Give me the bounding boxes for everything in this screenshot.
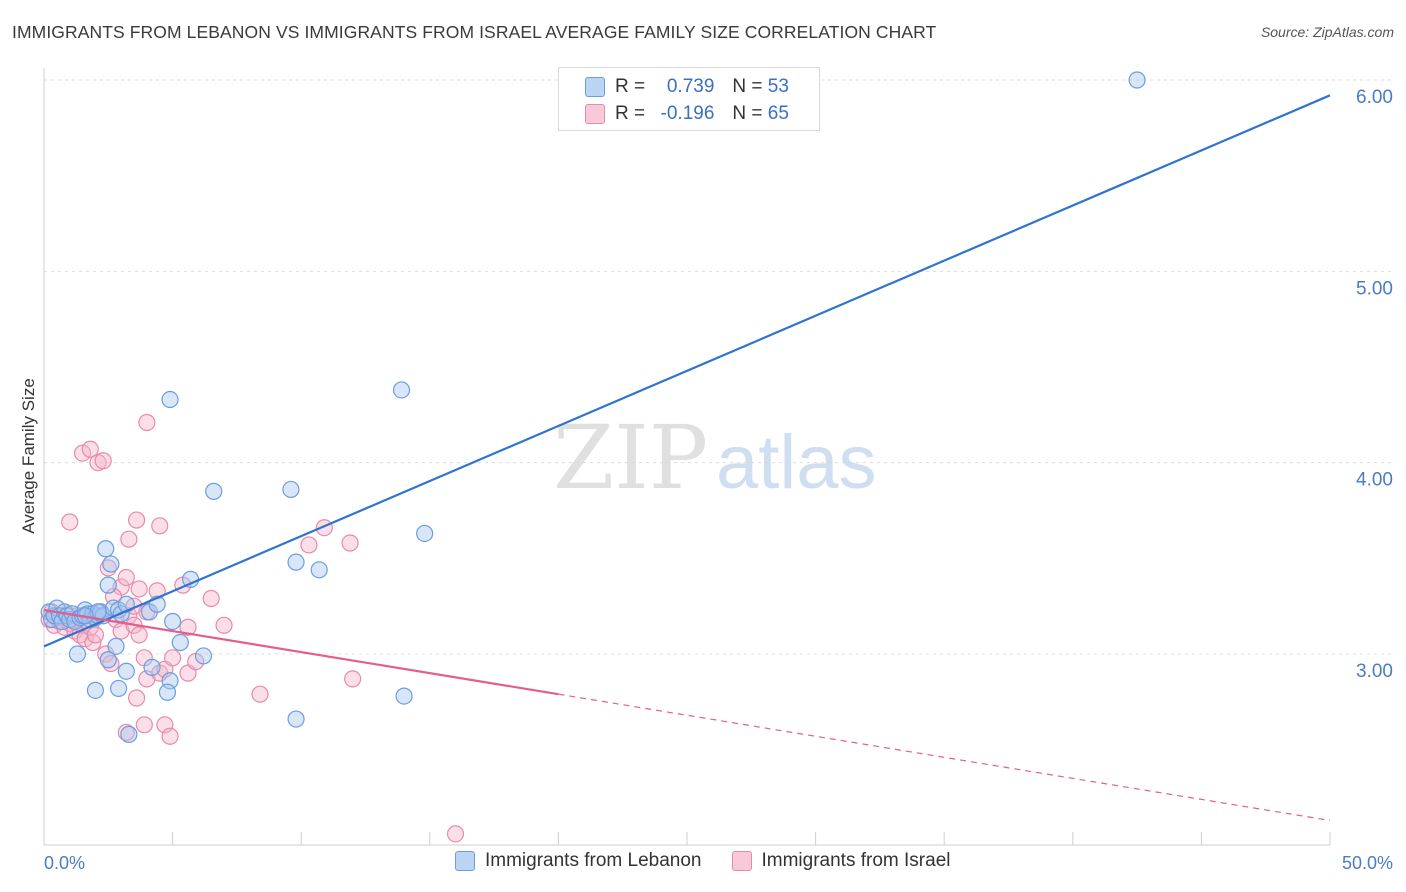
lebanon-point xyxy=(164,612,182,631)
trend-lines xyxy=(43,94,1331,822)
series-legend-item-lebanon: Immigrants from Lebanon xyxy=(455,850,702,872)
israel-point xyxy=(341,534,359,552)
lebanon-point xyxy=(68,645,87,663)
source-label: Source: ZipAtlas.com xyxy=(1260,24,1394,40)
lebanon-point xyxy=(161,390,179,409)
lebanon-point xyxy=(102,555,120,573)
legend-n-label: N = xyxy=(732,103,763,124)
lebanon-point xyxy=(107,637,125,655)
watermark-zip: ZIP xyxy=(553,406,708,509)
lebanon-point xyxy=(287,553,305,571)
legend-row-lebanon: R = 0.739 N = 53 xyxy=(585,74,789,100)
series-swatch-lebanon xyxy=(455,851,475,871)
watermark: ZIP atlas xyxy=(553,406,877,509)
legend-r-value-lebanon: 0.739 xyxy=(666,76,715,97)
israel-point xyxy=(86,626,105,644)
chart-title: IMMIGRANTS FROM LEBANON VS IMMIGRANTS FR… xyxy=(12,22,937,42)
grid-lines xyxy=(44,79,1395,655)
legend-swatch-israel xyxy=(585,104,605,124)
x-ticks xyxy=(43,832,1331,845)
lebanon-trend-line xyxy=(43,94,1331,648)
israel-point xyxy=(81,440,99,458)
x-tick-label-max: 50.0% xyxy=(1342,853,1393,873)
israel-point xyxy=(61,513,79,531)
israel-point xyxy=(130,626,148,644)
israel-point xyxy=(251,685,269,703)
lebanon-point xyxy=(117,662,135,680)
lebanon-point xyxy=(143,658,161,676)
y-tick-label: 3.00 xyxy=(1356,661,1393,682)
israel-point xyxy=(94,452,112,470)
israel-point xyxy=(127,511,146,529)
israel-point xyxy=(127,689,146,707)
israel-trend-line xyxy=(43,608,559,696)
israel-point xyxy=(117,723,135,742)
lebanon-point xyxy=(99,576,117,594)
legend-r-label: R = xyxy=(615,103,646,124)
lebanon-point xyxy=(109,679,128,698)
lebanon-point xyxy=(392,381,411,399)
israel-point xyxy=(120,530,138,548)
israel-points xyxy=(40,413,465,843)
lebanon-point xyxy=(310,561,328,579)
watermark-atlas: atlas xyxy=(716,420,877,505)
y-tick-label: 6.00 xyxy=(1356,87,1393,108)
israel-point xyxy=(300,536,318,554)
israel-point xyxy=(344,670,362,688)
legend-row-israel: R = -0.196 N = 65 xyxy=(585,101,789,127)
israel-point xyxy=(117,568,135,587)
x-tick-label-min: 0.0% xyxy=(44,853,85,873)
y-tick-label: 4.00 xyxy=(1356,470,1393,491)
y-tick-label: 5.00 xyxy=(1356,278,1393,299)
israel-point xyxy=(130,580,148,598)
israel-point xyxy=(138,413,156,432)
israel-point xyxy=(161,727,179,745)
series-legend: Immigrants from Lebanon Immigrants from … xyxy=(455,850,980,872)
stats-legend: R = 0.739 N = 53 R = -0.196 N = 65 xyxy=(558,67,820,131)
israel-trend-line-dashed xyxy=(558,693,1331,822)
lebanon-point xyxy=(205,482,223,500)
y-tick-labels: 3.00 4.00 5.00 6.00 xyxy=(1356,87,1393,682)
lebanon-point xyxy=(120,725,138,743)
lebanon-point xyxy=(395,687,413,705)
lebanon-point xyxy=(282,480,300,499)
lebanon-point xyxy=(99,651,117,669)
legend-n-value-israel: 65 xyxy=(767,103,789,124)
lebanon-point xyxy=(86,681,105,699)
series-name-israel: Immigrants from Israel xyxy=(761,850,951,871)
series-name-lebanon: Immigrants from Lebanon xyxy=(485,850,702,871)
israel-point xyxy=(135,716,153,734)
lebanon-point xyxy=(1128,71,1146,89)
legend-r-value-israel: -0.196 xyxy=(660,103,715,124)
lebanon-point xyxy=(194,647,213,665)
lebanon-point xyxy=(97,540,115,558)
israel-point xyxy=(202,589,220,608)
israel-point xyxy=(179,618,197,636)
series-legend-item-israel: Immigrants from Israel xyxy=(731,850,951,872)
legend-n-value-lebanon: 53 xyxy=(767,76,789,97)
y-axis-label: Average Family Size xyxy=(19,378,38,534)
israel-point xyxy=(446,825,465,843)
lebanon-point xyxy=(158,683,177,701)
series-swatch-israel xyxy=(731,851,752,871)
legend-n-label: N = xyxy=(732,76,763,97)
israel-point xyxy=(215,616,233,634)
lebanon-point xyxy=(171,633,189,652)
israel-point xyxy=(73,444,92,462)
israel-point xyxy=(151,517,169,535)
legend-swatch-lebanon xyxy=(585,77,605,97)
legend-r-label: R = xyxy=(615,76,646,97)
israel-point xyxy=(164,649,182,667)
lebanon-point xyxy=(416,524,434,543)
lebanon-point xyxy=(287,710,305,728)
